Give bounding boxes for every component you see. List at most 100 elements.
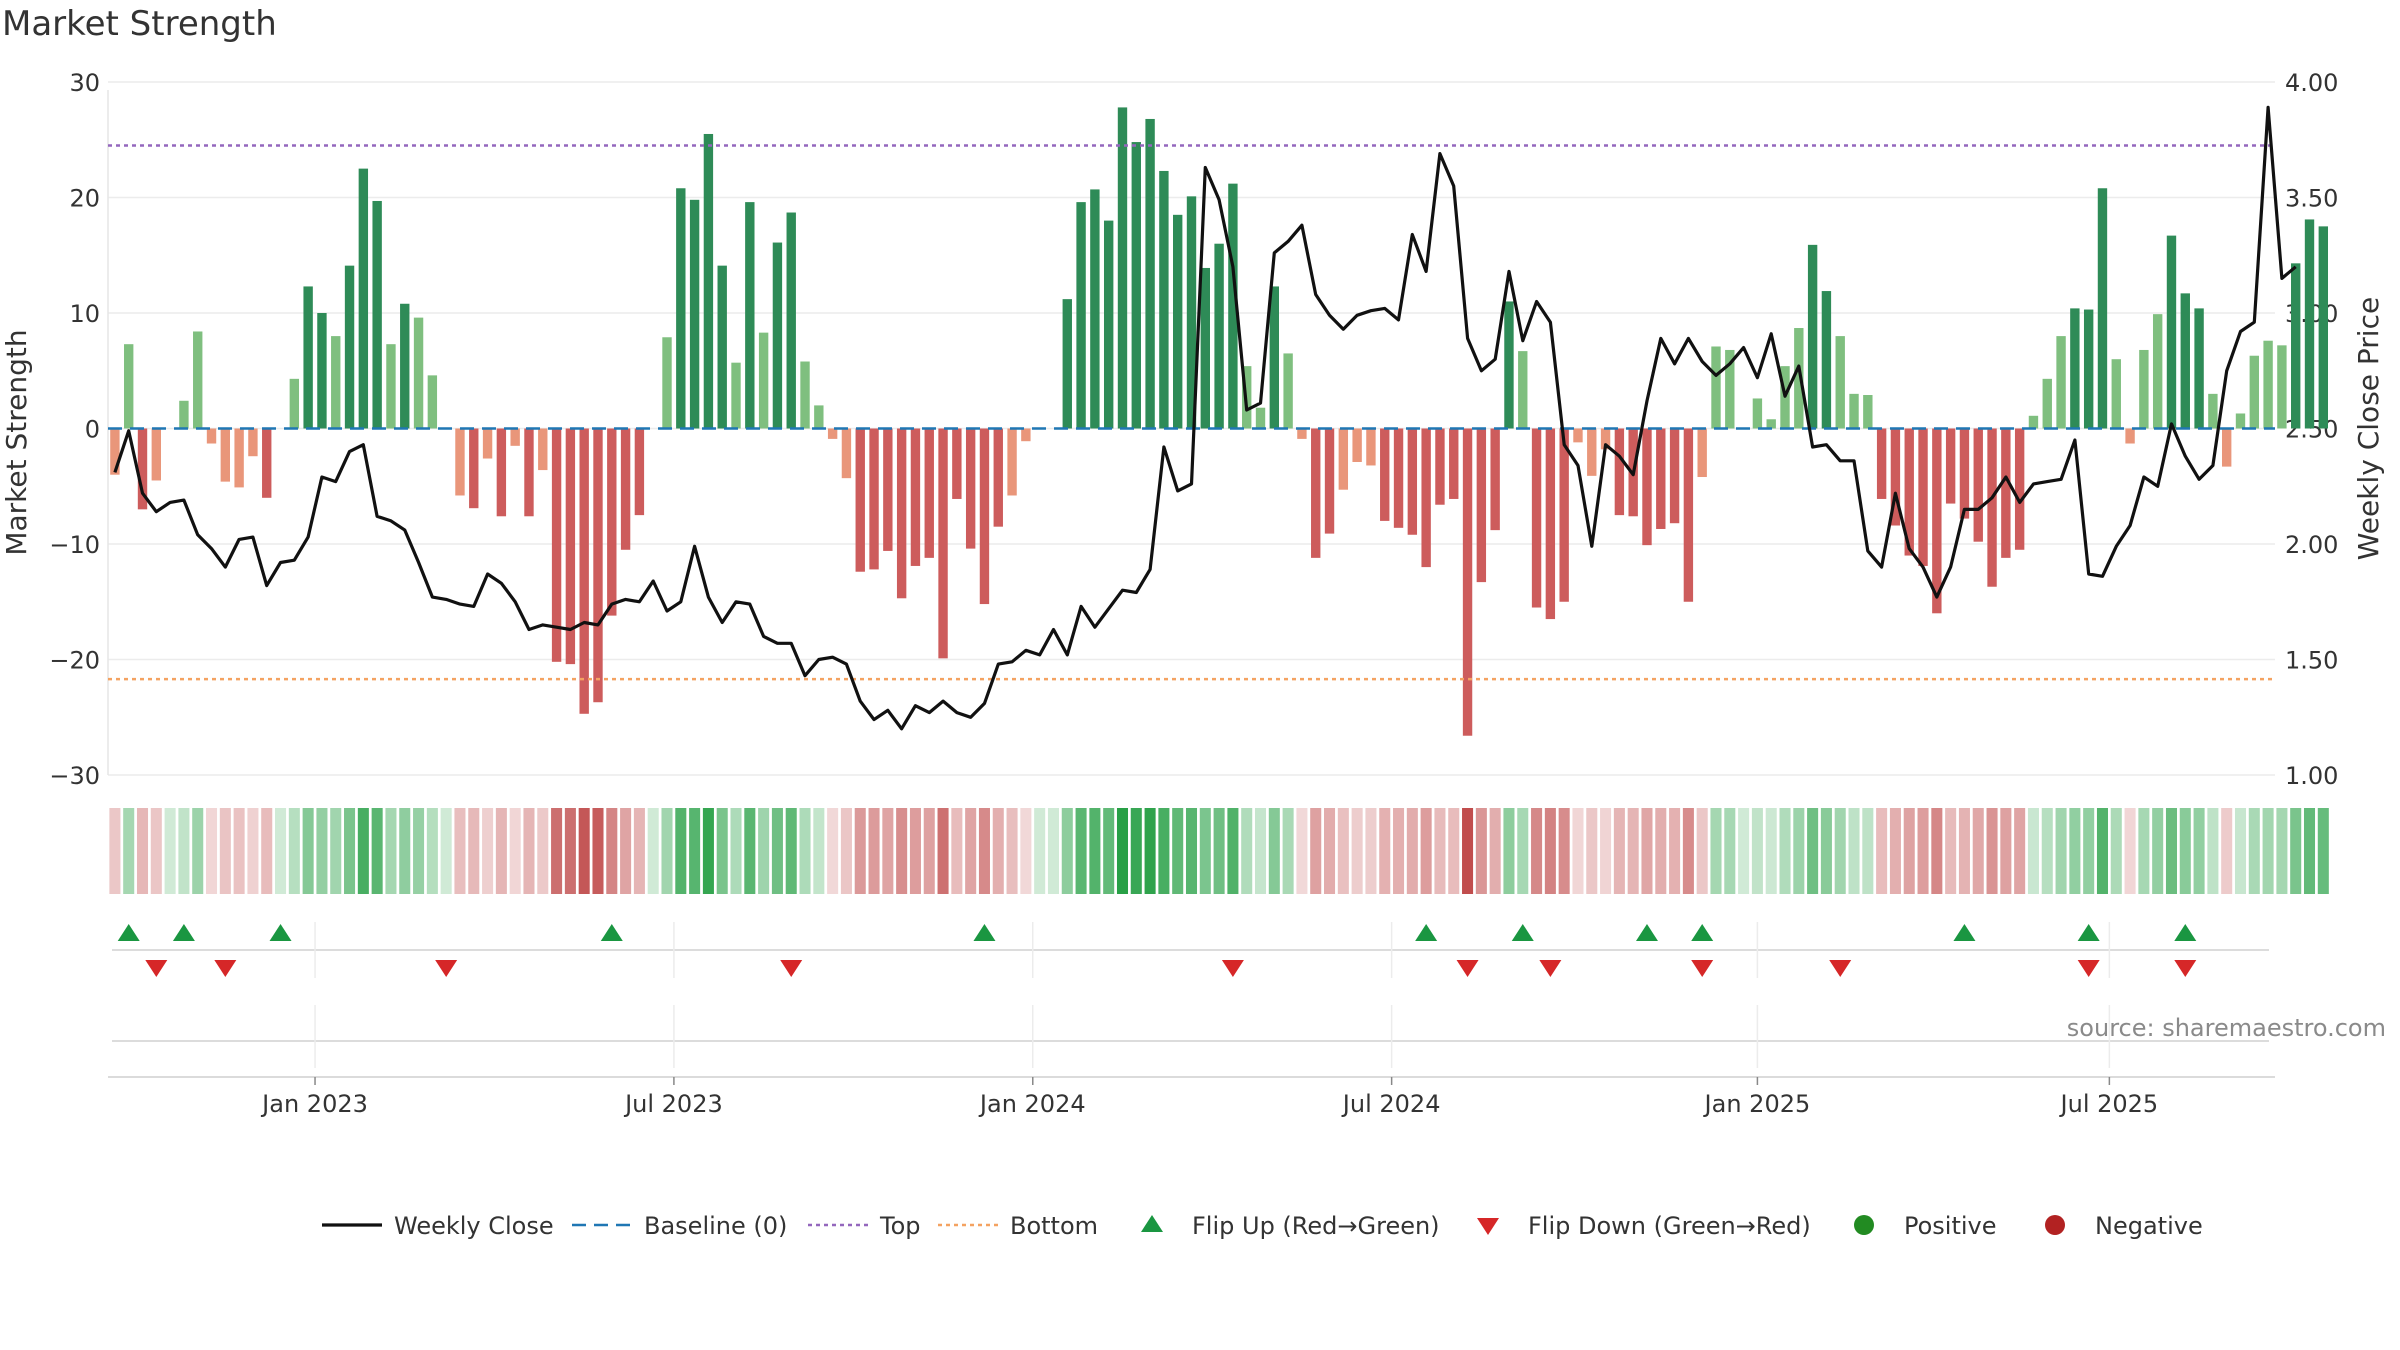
heat-cell [247,808,259,894]
strength-bar [745,202,755,429]
strength-bar [1890,428,1901,526]
heat-cell [385,808,397,894]
heat-cell [454,808,466,894]
strength-bar [193,331,203,429]
strength-bar [2152,314,2163,429]
strength-bar [1269,286,1280,429]
heat-cell [1254,808,1267,894]
strength-bar [317,313,327,429]
legend-swatch-negative [2045,1215,2065,1235]
strength-bar [1904,428,1914,556]
heat-cell [1986,808,1998,894]
strength-bar [1697,428,1707,478]
heat-cell [951,808,963,894]
heat-cell [2207,808,2219,894]
strength-bar [1228,183,1238,429]
heat-cell [633,808,645,894]
flip-down-marker [145,960,168,977]
heat-cell [744,808,756,894]
chart-title: Market Strength [2,4,277,44]
strength-bar [2042,378,2052,429]
strength-bar [1214,243,1224,429]
heat-cell [1876,808,1888,894]
heat-cell [1172,808,1184,894]
strength-bar [2194,308,2204,429]
flip-down-marker [1456,960,1479,977]
heat-cell [1089,808,1101,894]
heat-cell [716,808,728,894]
strength-bar [1945,428,1956,504]
x-tick-label: Jan 2023 [260,1090,368,1118]
heat-cell [219,808,231,894]
heat-cell [495,808,507,894]
strength-bar [1255,407,1266,429]
strength-bar [524,428,534,517]
strength-bar [1449,428,1459,499]
heat-cell [2014,808,2026,894]
strength-bar [1959,428,1970,519]
x-tick-label: Jul 2023 [623,1090,723,1118]
strength-bar [496,428,507,517]
strength-bar [979,428,990,605]
heat-cell [578,808,590,894]
strength-bar [124,344,134,429]
strength-bar [883,428,893,551]
heat-cell [1627,808,1639,894]
flip-down-marker [435,960,458,977]
heat-cell [1103,808,1115,894]
heat-cell [302,808,314,894]
strength-bar [551,428,562,662]
heat-cell [150,808,162,894]
flip-up-marker [117,924,140,941]
heat-cell [1889,808,1901,894]
heat-cell [261,808,273,894]
heat-cell [1337,808,1349,894]
heat-cell [620,808,632,894]
heat-cell [647,808,659,894]
heat-cell [357,808,369,894]
flip-down-marker [780,960,803,977]
strength-bar [1918,428,1928,566]
heat-cell [2124,808,2136,894]
heat-cell [730,808,742,894]
strength-bar [1090,189,1100,429]
heat-cell [1351,808,1363,894]
heat-cell [275,808,287,894]
flip-down-marker [2174,960,2197,977]
heat-cell [371,808,383,894]
strength-bar [1435,428,1445,505]
heat-cell [1572,808,1584,894]
heat-cell [1779,808,1791,894]
heat-cell [2248,808,2260,894]
strength-bar [1476,428,1487,583]
heat-cell [344,808,356,894]
strength-bar [1518,351,1528,429]
heat-cell [316,808,328,894]
strength-bar [1131,142,1141,429]
heat-cell [978,808,990,894]
strength-bar [2097,188,2108,429]
heat-cell [2096,808,2108,894]
y-right-axis-label: Weekly Close Price [2352,297,2385,560]
heat-cell [758,808,770,894]
strength-bar [1504,301,1514,429]
heat-cell [123,808,135,894]
strength-bar [1932,428,1942,614]
strength-bar [1283,353,1293,429]
heat-cell [2262,808,2274,894]
strength-bar [1021,428,1031,442]
heat-cell [1296,808,1308,894]
heat-cell [592,808,604,894]
heat-cell [1917,808,1929,894]
heat-cell [1558,808,1570,894]
flip-up-marker [1953,924,1976,941]
heat-cell [1586,808,1598,894]
heat-cell [2193,808,2205,894]
legend-swatch-flip-down [1477,1218,1499,1235]
strength-bar [1324,428,1335,534]
heat-cell [413,808,425,894]
flip-up-marker [172,924,195,941]
y-left-tick-label: 30 [69,69,100,97]
strength-bar [1807,244,1818,429]
weekly-close-line [113,105,2297,731]
